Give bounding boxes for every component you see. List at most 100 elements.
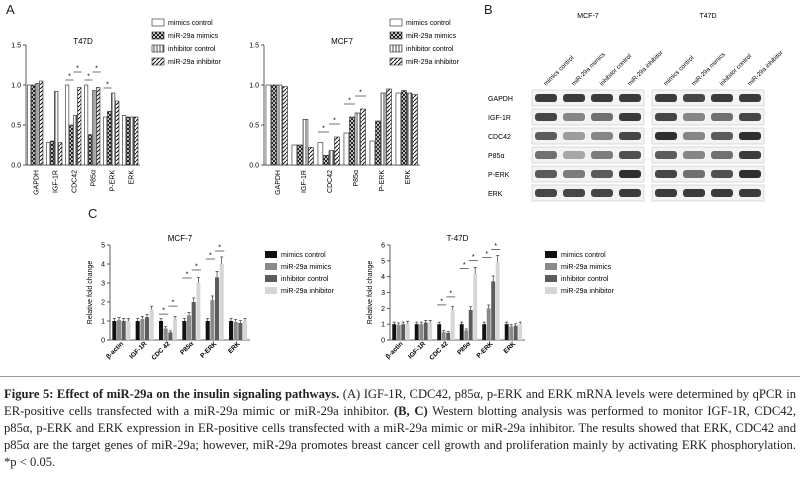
legend-label-mir-29a-inhibitor: miR-29a inhibitor xyxy=(561,288,615,295)
bar-inhibitor-control-cdc42 xyxy=(328,150,335,166)
blot-row-label-p-erk: P-ERK xyxy=(488,172,510,179)
x-tick-label: P-ERK xyxy=(475,340,494,359)
chart-title: MCF-7 xyxy=(168,234,193,243)
bar-inhibitor-control-cdc42 xyxy=(73,115,78,166)
significance-star: * xyxy=(463,262,466,269)
bar-mimics-control-cdc-42 xyxy=(437,324,442,340)
chart-title: T-47D xyxy=(447,234,469,243)
y-tick-label: 5 xyxy=(381,258,385,265)
bar-mir-29a-inhibitor-cdc42 xyxy=(334,136,340,166)
blot-strip xyxy=(651,165,765,183)
significance-star: * xyxy=(348,98,351,105)
bar-mir-29a-inhibitor-erk xyxy=(518,324,523,340)
bar-mimics-control-cdc42 xyxy=(65,84,70,166)
bar-mir-29a-mimics-gapdh xyxy=(31,84,36,166)
bar-inhibitor-control-cdc-42 xyxy=(446,332,451,340)
x-tick-label: CDC42 xyxy=(72,170,79,193)
bar-mimics-control-p-erk xyxy=(369,140,376,166)
bar-mir-29a-mimics-erk xyxy=(509,326,514,340)
bar-mimics-control-p85 xyxy=(343,132,350,166)
blot-strip xyxy=(531,184,645,202)
y-tick-label: 1 xyxy=(381,322,385,329)
blot-band-igf-1r-inhibitor-control xyxy=(711,113,733,121)
bar-mimics-control-actin xyxy=(392,324,397,340)
blot-row-label-p85: P85α xyxy=(488,153,505,160)
bar-mir-29a-mimics-gapdh xyxy=(271,84,277,166)
chart-title: MCF7 xyxy=(331,37,353,46)
bar-mir-29a-inhibitor-erk xyxy=(243,321,248,340)
significance-star: * xyxy=(162,308,165,315)
bar-mir-29a-inhibitor-erk xyxy=(412,94,418,166)
bar-inhibitor-control-actin xyxy=(401,324,406,340)
y-tick-label: 1.0 xyxy=(249,83,259,90)
bar-mir-29a-inhibitor-p85 xyxy=(196,283,201,340)
bar-inhibitor-control-erk xyxy=(238,322,243,340)
chart-a-t47d: T47D 0.0 0.5 1.0 1.5 GAPDH IGF-1R CDC42 P85α P-ER… xyxy=(11,18,222,195)
y-tick-label: 3 xyxy=(381,290,385,297)
x-tick-label: ERK xyxy=(129,170,136,185)
bar-mimics-control-gapdh xyxy=(265,84,272,166)
caption-divider xyxy=(0,376,800,377)
bar-mir-29a-mimics-cdc42 xyxy=(323,155,329,166)
bar-inhibitor-control-actin xyxy=(121,321,126,340)
blot-band-cdc42-mimics-control xyxy=(655,132,677,140)
legend-swatch-inhibitor-control xyxy=(151,44,165,53)
blot-band-cdc42-mir-29a-inhibitor xyxy=(619,132,641,140)
bar-mir-29a-mimics-igf-1r xyxy=(140,319,145,340)
figure-caption: Figure 5: Effect of miR-29a on the insul… xyxy=(4,386,796,471)
x-tick-label: β-actin xyxy=(385,340,405,360)
bar-mir-29a-inhibitor-p-erk xyxy=(386,88,392,166)
blot-band-p85-mir-29a-mimics xyxy=(563,151,585,159)
blot-strip xyxy=(651,146,765,164)
legend-swatch-mir-29a-mimics xyxy=(265,263,277,270)
legend-label-mimics-control: mimics control xyxy=(561,252,606,259)
bar-mir-29a-inhibitor-igf-1r xyxy=(428,322,433,340)
blot-band-p-erk-inhibitor-control xyxy=(591,170,613,178)
bar-inhibitor-control-erk xyxy=(513,325,518,340)
significance-star: * xyxy=(494,243,497,250)
significance-star: * xyxy=(195,264,198,271)
blot-band-p85-mimics-control xyxy=(535,151,557,159)
bar-mir-29a-mimics-p85 xyxy=(464,330,469,340)
blot-band-cdc42-mir-29a-inhibitor xyxy=(739,132,761,140)
chart-a-mcf7: MCF7 0.0 0.5 1.0 1.5 GAPDH IGF-1R CDC42 P85α P-ER… xyxy=(249,18,460,195)
blot-band-igf-1r-mir-29a-inhibitor xyxy=(739,113,761,121)
x-tick-label: P85α xyxy=(456,340,472,356)
chart-c-t47d: T-47D 0 1 2 3 4 5 6 Relative fold change β-actin I… xyxy=(367,234,615,362)
blot-strip xyxy=(651,89,765,107)
x-tick-label: P-ERK xyxy=(110,170,117,192)
blot-band-igf-1r-inhibitor-control xyxy=(591,113,613,121)
bar-mir-29a-mimics-erk xyxy=(126,116,131,166)
bar-mir-29a-inhibitor-actin xyxy=(126,321,131,340)
bar-mir-29a-inhibitor-igf-1r xyxy=(149,309,154,340)
bar-mimics-control-igf-1r xyxy=(414,324,419,340)
bar-inhibitor-control-erk xyxy=(406,92,413,166)
bar-mimics-control-p-erk xyxy=(103,116,108,166)
panel-label-c: C xyxy=(88,206,98,221)
bar-mir-29a-mimics-igf-1r xyxy=(297,144,303,166)
bar-mir-29a-inhibitor-cdc42 xyxy=(77,87,82,166)
blot-band-igf-1r-mimics-control xyxy=(655,113,677,121)
bar-mir-29a-inhibitor-cdc-42 xyxy=(450,309,455,340)
legend-swatch-inhibitor-control xyxy=(545,275,557,282)
chart-title: T47D xyxy=(73,37,93,46)
bar-mimics-control-p85 xyxy=(84,84,89,166)
blot-band-p85-mir-29a-inhibitor xyxy=(739,151,761,159)
blot-strip xyxy=(531,146,645,164)
x-tick-label: ERK xyxy=(503,340,518,355)
bar-mir-29a-mimics-p-erk xyxy=(375,120,381,166)
blot-band-p-erk-mir-29a-inhibitor xyxy=(619,170,641,178)
y-tick-label: 2 xyxy=(101,300,105,307)
blot-strip xyxy=(651,184,765,202)
bar-mimics-control-p-erk xyxy=(482,324,487,340)
blot-band-gapdh-mimics-control xyxy=(655,94,677,102)
blot-lane-label: miR-29a inhibitor xyxy=(746,49,784,87)
y-tick-label: 0.5 xyxy=(249,123,259,130)
bar-mir-29a-mimics-cdc-42 xyxy=(441,332,446,340)
significance-star: * xyxy=(95,66,98,73)
blot-strip xyxy=(531,89,645,107)
chart-c-mcf7: MCF-7 0 1 2 3 4 5 Relative fold change β-actin IG… xyxy=(87,234,335,362)
x-tick-label: β-actin xyxy=(105,340,125,360)
blot-band-p85-inhibitor-control xyxy=(711,151,733,159)
significance-star: * xyxy=(440,298,443,305)
